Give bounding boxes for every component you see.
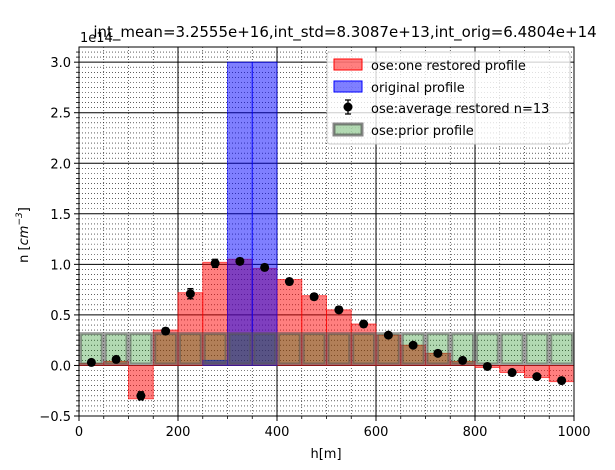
data-point <box>210 258 220 268</box>
legend-swatch-one-restored <box>333 58 363 71</box>
y-tick-label: 0.0 <box>50 359 71 374</box>
data-point <box>161 326 171 336</box>
y-offset-label: 1e14 <box>80 31 113 46</box>
legend-marker-average <box>343 102 353 112</box>
data-point <box>557 376 567 386</box>
data-point <box>408 340 418 350</box>
bar <box>178 332 203 366</box>
data-point <box>111 354 121 364</box>
bar <box>301 295 327 366</box>
y-axis-title-close: ] <box>17 207 32 212</box>
chart-title: int_mean=3.2555e+16,int_std=8.3087e+13,i… <box>93 23 596 42</box>
data-point <box>235 256 245 266</box>
legend: ose:one restored profile original profil… <box>326 51 571 145</box>
x-tick-label: 800 <box>463 425 488 440</box>
legend-label-prior: ose:prior profile <box>371 124 474 139</box>
data-point <box>260 262 270 272</box>
data-point <box>309 292 319 302</box>
legend-swatch-original <box>333 80 363 93</box>
y-axis-title-main: n [ <box>17 245 32 262</box>
y-tick-label: 3.0 <box>50 56 71 71</box>
data-point <box>433 348 443 358</box>
bar <box>499 332 525 366</box>
bar <box>549 332 574 366</box>
data-point <box>458 355 468 365</box>
x-tick-label: 0 <box>75 425 83 440</box>
data-point <box>86 357 96 367</box>
y-axis-title: n [cm−3] <box>15 207 32 263</box>
y-tick-label: 2.0 <box>50 157 71 172</box>
x-tick-label: 400 <box>265 425 290 440</box>
legend-swatch-prior <box>332 122 364 137</box>
x-axis-title: h[m] <box>310 447 341 462</box>
data-point <box>359 319 369 329</box>
bar <box>202 332 228 366</box>
bar <box>425 332 451 366</box>
y-tick-label: −0.5 <box>39 410 71 425</box>
x-tick-label: 200 <box>166 425 191 440</box>
legend-label-original: original profile <box>371 81 465 96</box>
data-point <box>284 277 294 287</box>
bar <box>475 332 500 366</box>
y-tick-label: 1.5 <box>50 208 71 223</box>
bar <box>326 332 352 366</box>
bar-series-1 <box>202 61 278 366</box>
data-point <box>383 330 393 340</box>
bar <box>202 261 228 366</box>
y-axis-title-unit: cm <box>17 226 32 246</box>
bar-series-2 <box>79 332 574 366</box>
y-tick-label: 1.0 <box>50 258 71 273</box>
bar <box>351 332 376 366</box>
bar <box>128 332 154 366</box>
bar <box>252 332 277 366</box>
data-point <box>185 289 195 299</box>
bar <box>251 61 278 366</box>
bar <box>301 332 327 366</box>
y-tick-label: 2.5 <box>50 107 71 122</box>
data-point <box>507 368 517 378</box>
bar <box>227 61 253 366</box>
legend-label-one-restored: ose:one restored profile <box>371 59 526 74</box>
y-tick-label: 0.5 <box>50 309 71 324</box>
bar <box>103 332 129 366</box>
ticks-layer: 0 200 400 600 800 1000 −0.5 0.0 0.5 1.0 1.5 2.0 2.5 3… <box>39 51 591 440</box>
points-layer <box>86 256 567 401</box>
x-tick-label: 600 <box>364 425 389 440</box>
data-point <box>334 305 344 315</box>
bar <box>524 332 550 366</box>
bar <box>277 332 302 366</box>
data-point <box>136 391 146 401</box>
data-point <box>532 372 542 382</box>
bar <box>227 332 253 366</box>
data-point <box>482 361 492 371</box>
bar <box>153 332 178 366</box>
legend-label-average: ose:average restored n=13 <box>371 102 549 117</box>
x-tick-label: 1000 <box>557 425 590 440</box>
y-axis-title-exponent: −3 <box>15 212 25 226</box>
legend-frame <box>326 51 571 145</box>
